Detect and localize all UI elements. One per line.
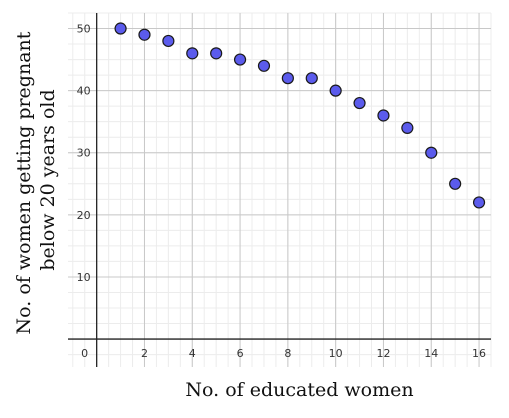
x-tick-label: 6 bbox=[237, 347, 244, 360]
data-point bbox=[401, 121, 414, 134]
data-point bbox=[114, 22, 127, 35]
data-point bbox=[449, 177, 462, 190]
y-tick-label: 20 bbox=[77, 209, 91, 222]
data-point bbox=[353, 96, 366, 110]
y-tick-label: 50 bbox=[77, 23, 91, 36]
data-point bbox=[162, 34, 175, 48]
x-tick-label: 14 bbox=[424, 347, 438, 360]
x-tick-label: 16 bbox=[472, 347, 486, 360]
axes bbox=[68, 13, 491, 367]
y-tick-label: 10 bbox=[77, 271, 91, 284]
y-axis-title-line-2: below 20 years old bbox=[37, 89, 59, 270]
data-point bbox=[257, 59, 271, 72]
data-point bbox=[305, 72, 318, 85]
x-tick-label: 2 bbox=[141, 347, 148, 360]
x-tick-label: 10 bbox=[329, 347, 343, 360]
data-point bbox=[281, 72, 294, 85]
minor-gridlines bbox=[68, 12, 492, 367]
y-tick-label: 30 bbox=[77, 147, 91, 160]
major-gridlines bbox=[68, 13, 491, 367]
y-axis-title-line-1: No. of women getting pregnant bbox=[13, 31, 35, 334]
y-tick-label: 40 bbox=[77, 85, 91, 98]
data-point bbox=[329, 84, 342, 97]
data-point bbox=[472, 196, 486, 209]
y-axis-title: No. of women getting pregnant below 20 y… bbox=[13, 26, 59, 335]
data-point bbox=[233, 53, 247, 66]
x-tick-label: 12 bbox=[376, 347, 390, 360]
data-point bbox=[186, 47, 199, 60]
x-tick-label: 4 bbox=[189, 347, 196, 360]
tick-labels: 0 2 4 6 8 10 12 14 16 10 20 30 40 50 bbox=[77, 23, 486, 361]
data-points bbox=[114, 22, 486, 209]
data-point bbox=[377, 109, 390, 122]
x-axis-title: No. of educated women bbox=[185, 379, 413, 401]
x-tick-label: 8 bbox=[284, 347, 291, 360]
data-point bbox=[210, 47, 223, 60]
data-point bbox=[425, 146, 438, 159]
data-point bbox=[138, 28, 151, 41]
x-tick-label: 0 bbox=[81, 347, 88, 360]
